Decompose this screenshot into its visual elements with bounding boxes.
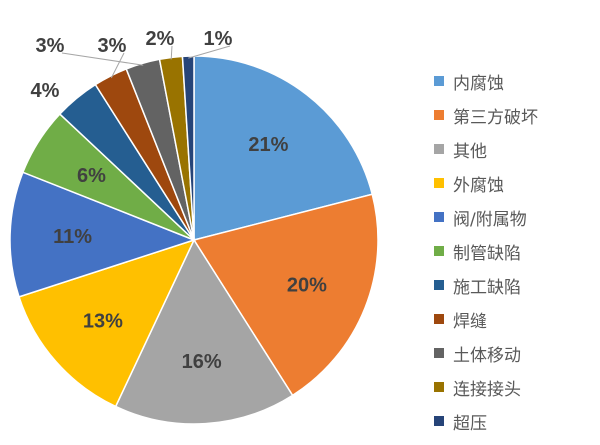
data-label-1: 20% bbox=[287, 275, 327, 297]
legend-item: 制管缺陷 bbox=[434, 234, 538, 268]
pie-slice-3 bbox=[18, 238, 196, 408]
legend-swatch bbox=[434, 178, 444, 188]
data-label-9: 2% bbox=[146, 28, 175, 50]
legend-label: 外腐蚀 bbox=[453, 175, 504, 196]
leader-line-9 bbox=[170, 45, 173, 60]
data-label-3: 13% bbox=[83, 310, 123, 332]
pie-slice-2 bbox=[114, 238, 294, 425]
legend-item: 第三方破坏 bbox=[434, 98, 538, 132]
legend-swatch bbox=[434, 212, 444, 222]
data-label-0: 21% bbox=[248, 134, 288, 156]
leader-line-7 bbox=[110, 52, 125, 79]
legend-swatch bbox=[434, 280, 444, 290]
legend-label: 土体移动 bbox=[453, 345, 521, 366]
data-label-8: 3% bbox=[36, 35, 65, 57]
legend-swatch bbox=[434, 348, 444, 358]
legend-item: 土体移动 bbox=[434, 336, 538, 370]
legend-item: 其他 bbox=[434, 132, 538, 166]
legend-label: 其他 bbox=[453, 141, 487, 162]
legend-swatch bbox=[434, 246, 444, 256]
legend-label: 施工缺陷 bbox=[453, 277, 521, 298]
legend-swatch bbox=[434, 314, 444, 324]
legend-label: 制管缺陷 bbox=[453, 243, 521, 264]
pie-slice-0 bbox=[193, 55, 374, 241]
legend-label: 焊缝 bbox=[453, 311, 487, 332]
legend-swatch bbox=[434, 382, 444, 392]
legend-swatch bbox=[434, 144, 444, 154]
legend-label: 第三方破坏 bbox=[453, 107, 538, 128]
leader-line-10 bbox=[188, 45, 231, 59]
legend: 内腐蚀第三方破坏其他外腐蚀阀/附属物制管缺陷施工缺陷焊缝土体移动连接接头超压 bbox=[434, 64, 538, 438]
leader-line-8 bbox=[61, 52, 144, 66]
legend-item: 超压 bbox=[434, 404, 538, 438]
legend-swatch bbox=[434, 110, 444, 120]
legend-swatch bbox=[434, 76, 444, 86]
data-label-2: 16% bbox=[182, 351, 222, 373]
data-label-6: 4% bbox=[31, 80, 60, 102]
legend-item: 阀/附属物 bbox=[434, 200, 538, 234]
legend-item: 焊缝 bbox=[434, 302, 538, 336]
legend-label: 阀/附属物 bbox=[453, 209, 527, 230]
data-label-7: 3% bbox=[98, 35, 127, 57]
legend-label: 超压 bbox=[453, 413, 487, 434]
legend-label: 内腐蚀 bbox=[453, 73, 504, 94]
pie-slice-4 bbox=[9, 171, 197, 298]
legend-swatch bbox=[434, 416, 444, 426]
data-label-5: 6% bbox=[77, 165, 106, 187]
legend-item: 施工缺陷 bbox=[434, 268, 538, 302]
pie-slice-1 bbox=[192, 193, 379, 397]
legend-item: 连接接头 bbox=[434, 370, 538, 404]
data-label-4: 11% bbox=[53, 226, 92, 248]
data-label-10: 1% bbox=[204, 28, 233, 50]
legend-item: 外腐蚀 bbox=[434, 166, 538, 200]
legend-label: 连接接头 bbox=[453, 379, 521, 400]
legend-item: 内腐蚀 bbox=[434, 64, 538, 98]
